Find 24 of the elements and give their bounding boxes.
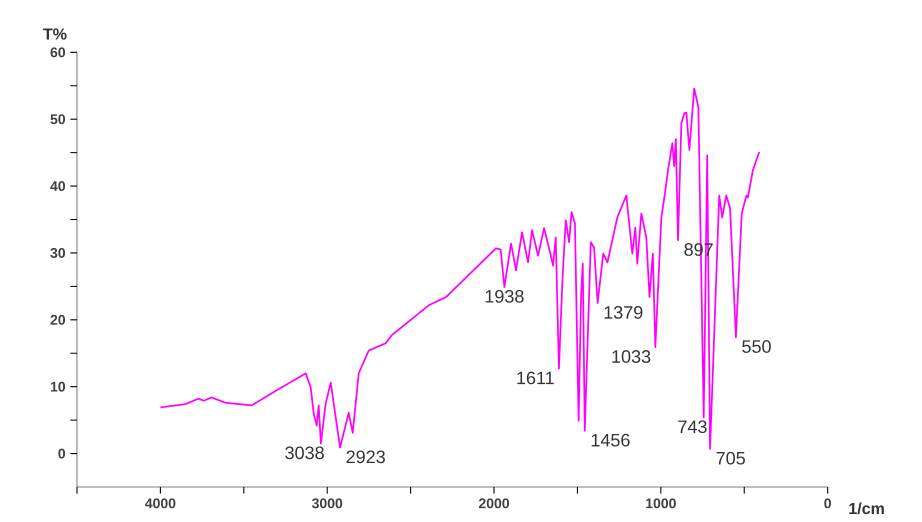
annotation: 1456 xyxy=(592,434,630,446)
x-tick-label: 3000 xyxy=(312,498,342,508)
annotation: 550 xyxy=(742,340,771,353)
annotation: 1033 xyxy=(612,350,650,363)
y-tick-label: 0 xyxy=(58,448,66,459)
annotation: 1938 xyxy=(486,290,524,303)
y-tick-label: 50 xyxy=(50,114,66,124)
y-tick-label: 60 xyxy=(50,47,66,58)
x-tick-label: 2000 xyxy=(478,498,510,508)
x-tick-label: 0 xyxy=(824,498,831,508)
y-tick-label: 30 xyxy=(50,248,66,258)
x-axis-title: 1/cm xyxy=(849,502,884,514)
y-tick-label: 40 xyxy=(50,181,66,192)
y-tick-label: 20 xyxy=(50,314,66,325)
annotation: 705 xyxy=(716,452,745,465)
x-tick-label: 4000 xyxy=(145,498,176,508)
annotation: 1611 xyxy=(517,372,554,384)
y-axis-title: T% xyxy=(43,28,67,40)
annotation: 743 xyxy=(678,420,707,434)
annotation: 2923 xyxy=(346,450,385,464)
x-tick-label: 1000 xyxy=(646,498,676,508)
y-tick-label: 10 xyxy=(50,382,66,392)
annotation: 3038 xyxy=(285,446,324,460)
annotation: 1379 xyxy=(604,306,642,319)
